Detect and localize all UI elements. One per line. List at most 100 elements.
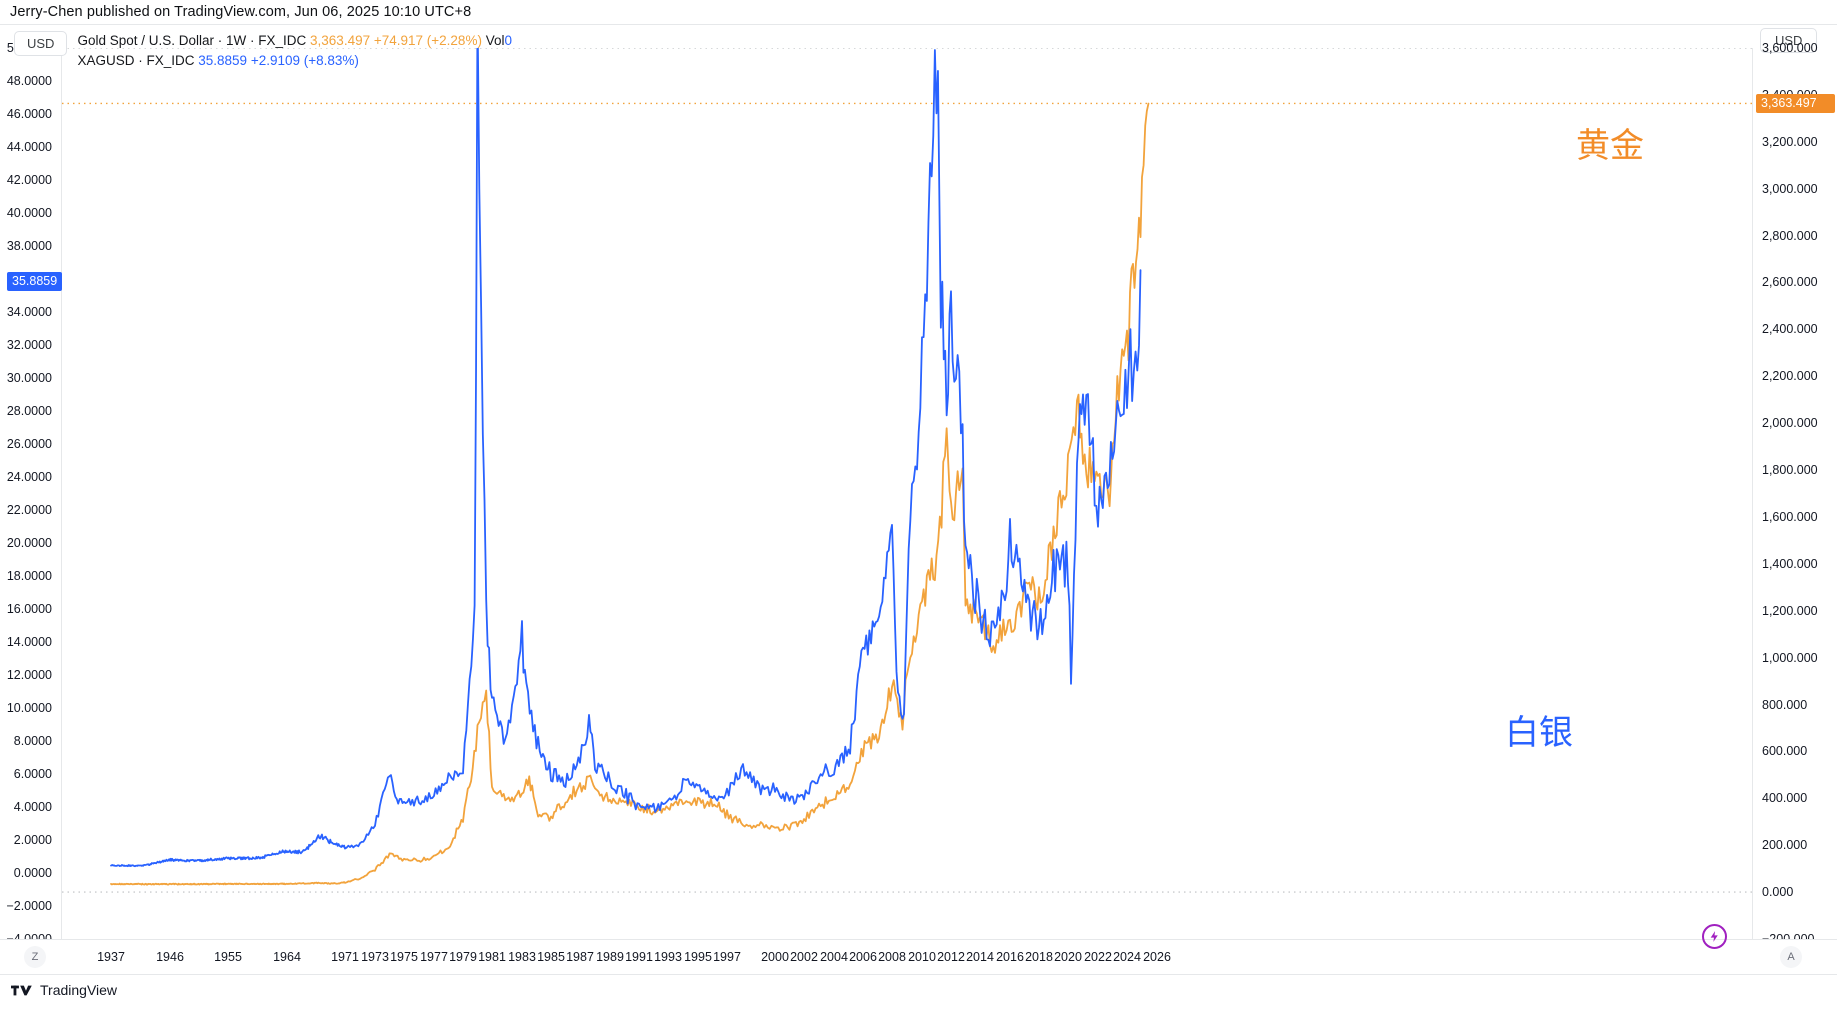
time-axis-label: 2020 [1054, 950, 1082, 964]
time-axis-label: 1989 [596, 950, 624, 964]
series-line-silver [110, 48, 1142, 868]
right-axis-tick: 1,200.000 [1762, 603, 1818, 618]
time-axis-bottom-border [0, 974, 1837, 975]
time-axis-label: 1981 [478, 950, 506, 964]
legend-row-silver[interactable]: XAGUSD · FX_IDC 35.8859 +2.9109 (+8.83%) [77, 52, 512, 69]
right-axis-divider [1752, 48, 1753, 939]
left-axis-tick: 22.0000 [6, 503, 52, 517]
time-axis-label: 2002 [790, 950, 818, 964]
left-axis-tick: 12.0000 [6, 668, 52, 682]
right-axis-tick: 0.000 [1762, 885, 1794, 900]
time-axis-label: 1973 [361, 950, 389, 964]
legend-gold-value: 3,363.497 [310, 33, 371, 48]
time-axis-label: 1964 [273, 950, 301, 964]
time-axis-label: 2016 [996, 950, 1024, 964]
right-axis-tick: 200.000 [1762, 838, 1808, 853]
time-axis-label: 2018 [1025, 950, 1053, 964]
annotation-silver-label: 白银 [1505, 713, 1573, 753]
price-series-svg [62, 48, 1752, 893]
left-axis-tick: 20.0000 [6, 536, 52, 550]
left-axis-tick: 16.0000 [6, 602, 52, 616]
left-axis-tick: 42.0000 [6, 173, 52, 187]
time-axis-label: 1993 [654, 950, 682, 964]
left-axis-tick: 32.0000 [6, 338, 52, 352]
time-axis-label: 1955 [214, 950, 242, 964]
auto-scale-button[interactable]: A [1780, 946, 1802, 968]
time-axis-label: 1975 [390, 950, 418, 964]
header-divider [0, 24, 1837, 25]
time-axis-label: 2010 [908, 950, 936, 964]
left-axis-tick: 6.0000 [13, 767, 52, 781]
left-axis-tick: 48.0000 [6, 74, 52, 88]
time-axis-label: 1983 [508, 950, 536, 964]
right-price-axis[interactable]: USD 3,600.0003,400.0003,200.0003,000.000… [1752, 28, 1837, 945]
attribution-text: Jerry-Chen published on TradingView.com,… [10, 4, 472, 20]
right-axis-tick: 400.000 [1762, 791, 1808, 806]
right-axis-tick: 2,400.000 [1762, 322, 1818, 337]
left-axis-tick: 18.0000 [6, 569, 52, 583]
legend-silver-value: 35.8859 [198, 53, 248, 68]
legend-gold-symbol: Gold Spot / U.S. Dollar · 1W · FX_IDC [77, 33, 307, 48]
time-axis-label: 2026 [1143, 950, 1171, 964]
left-axis-tick: 26.0000 [6, 437, 52, 451]
right-axis-tick: 1,400.000 [1762, 556, 1818, 571]
left-axis-tick: 24.0000 [6, 470, 52, 484]
right-axis-tick: 2,000.000 [1762, 416, 1818, 431]
time-axis-top-border [0, 939, 1837, 940]
silver-price-badge: 35.8859 [7, 271, 63, 291]
time-axis-label: 1995 [684, 950, 712, 964]
left-axis-tick: 10.0000 [6, 701, 52, 715]
legend-silver-symbol: XAGUSD · FX_IDC [77, 53, 195, 68]
left-axis-tick: 28.0000 [6, 404, 52, 418]
time-axis-label: 2014 [966, 950, 994, 964]
right-axis-tick: 600.000 [1762, 744, 1808, 759]
left-axis-divider [61, 48, 62, 939]
left-axis-tick: 44.0000 [6, 140, 52, 154]
currency-chip-right[interactable]: USD [1760, 28, 1818, 53]
legend-row-gold[interactable]: Gold Spot / U.S. Dollar · 1W · FX_IDC 3,… [77, 32, 512, 49]
right-axis-tick: 1,000.000 [1762, 650, 1818, 665]
time-axis-label: 1987 [566, 950, 594, 964]
legend-silver-change: +2.9109 (+8.83%) [250, 53, 359, 68]
legend-gold-vol-value: 0 [504, 33, 513, 48]
lightning-bolt-icon[interactable] [1702, 924, 1727, 949]
tradingview-logo-icon [11, 985, 32, 995]
time-axis-label: 2008 [878, 950, 906, 964]
currency-chip-left[interactable]: USD [14, 31, 68, 56]
right-axis-tick: 3,600.000 [1762, 41, 1818, 55]
footer-brand-label: TradingView [40, 982, 118, 998]
left-axis-tick: 0.0000 [13, 866, 52, 880]
series-line-gold [110, 102, 1150, 886]
time-axis-label: 2006 [849, 950, 877, 964]
legend-rows: Gold Spot / U.S. Dollar · 1W · FX_IDC 3,… [77, 30, 512, 69]
time-axis-label: 1985 [537, 950, 565, 964]
left-axis-tick: 14.0000 [6, 635, 52, 649]
time-axis-label: 1997 [713, 950, 741, 964]
left-axis-tick: 4.0000 [13, 800, 52, 814]
chart-plot-area[interactable] [62, 48, 1752, 939]
right-axis-tick: 2,200.000 [1762, 369, 1818, 384]
right-axis-tick: 2,600.000 [1762, 275, 1818, 290]
time-axis-label: 1946 [156, 950, 184, 964]
left-axis-tick: 38.0000 [6, 239, 52, 253]
time-axis-label: 2022 [1084, 950, 1112, 964]
annotation-gold-label: 黄金 [1576, 126, 1644, 166]
left-axis-tick: 8.0000 [13, 734, 52, 748]
right-axis-tick: 3,000.000 [1762, 181, 1818, 196]
right-axis-tick: 800.000 [1762, 697, 1808, 712]
time-axis-label: 2000 [761, 950, 789, 964]
legend-gold-vol-label: Vol [485, 33, 505, 48]
chart-legend: USD Gold Spot / U.S. Dollar · 1W · FX_ID… [14, 30, 512, 69]
legend-gold-change: +74.917 (+2.28%) [373, 33, 482, 48]
time-axis[interactable]: Z A 1937 1946 1955 1964 1971 1973 1975 1977 1979… [0, 939, 1837, 975]
left-price-axis[interactable]: 50.000048.000046.000044.000042.000040.00… [0, 42, 63, 945]
gold-price-badge: 3,363.497 [1756, 94, 1835, 114]
right-axis-tick: 1,800.000 [1762, 463, 1818, 478]
right-axis-tick: 2,800.000 [1762, 228, 1818, 243]
footer-brand[interactable]: TradingView [11, 982, 117, 998]
left-axis-tick: 34.0000 [6, 305, 52, 319]
timezone-button[interactable]: Z [24, 946, 46, 968]
left-axis-tick: 46.0000 [6, 107, 52, 121]
left-axis-tick: 2.0000 [13, 833, 52, 847]
